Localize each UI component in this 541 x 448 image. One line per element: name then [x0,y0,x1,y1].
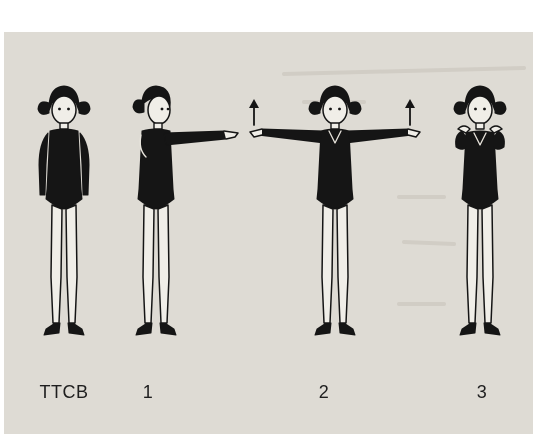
figure-ttcb [37,85,91,336]
figure-label-ttcb: TTCB [39,382,89,402]
figure-label-1: 1 [142,382,154,402]
paper-page: TTCB 1 [4,32,533,434]
figure-step-1 [132,85,239,336]
figure-step-2 [249,85,421,336]
figure-label-3: 3 [476,382,488,402]
figure-label-2: 2 [318,382,330,402]
figure-step-3 [453,85,507,336]
